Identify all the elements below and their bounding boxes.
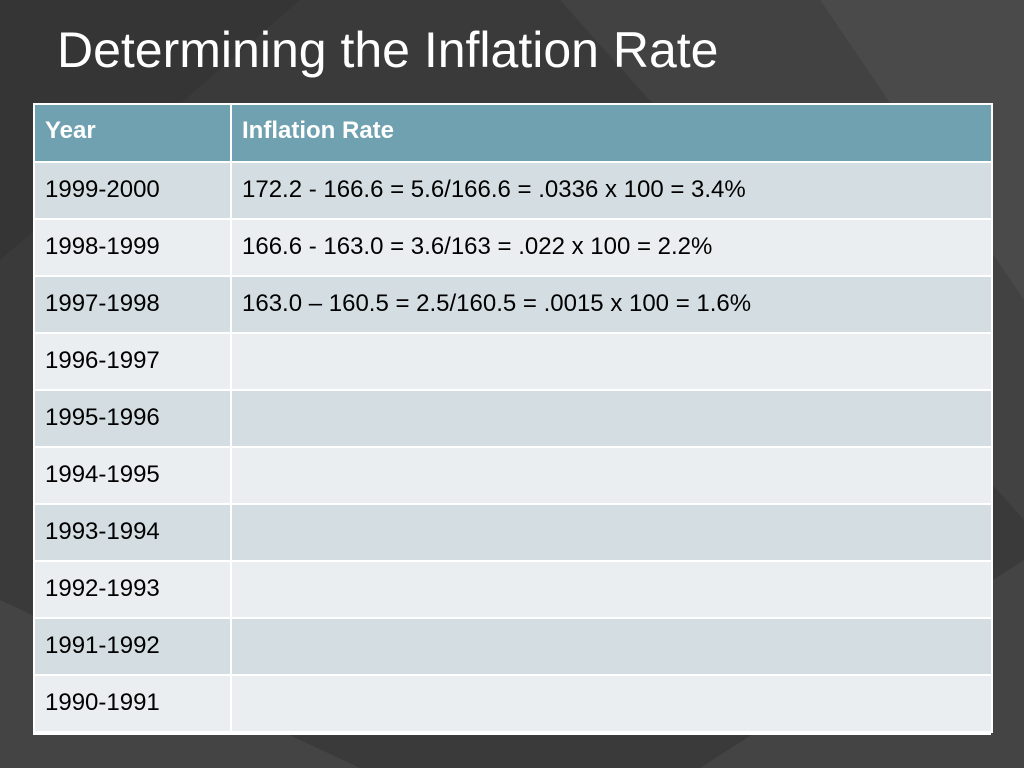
column-header-inflation-rate: Inflation Rate xyxy=(230,103,993,163)
inflation-rate-cell xyxy=(230,332,993,391)
year-cell: 1992-1993 xyxy=(33,560,232,619)
inflation-rate-cell: 172.2 - 166.6 = 5.6/166.6 = .0336 x 100 … xyxy=(230,161,993,220)
table-row: 1996-1997 xyxy=(33,332,993,391)
table-row: 1992-1993 xyxy=(33,560,993,619)
table-header-row: Year Inflation Rate xyxy=(33,103,993,163)
year-cell: 1996-1997 xyxy=(33,332,232,391)
table-row: 1997-1998 163.0 – 160.5 = 2.5/160.5 = .0… xyxy=(33,275,993,334)
table-row: 1993-1994 xyxy=(33,503,993,562)
table-row: 1998-1999 166.6 - 163.0 = 3.6/163 = .022… xyxy=(33,218,993,277)
inflation-rate-cell xyxy=(230,389,993,448)
year-cell: 1990-1991 xyxy=(33,674,232,733)
inflation-rate-cell: 163.0 – 160.5 = 2.5/160.5 = .0015 x 100 … xyxy=(230,275,993,334)
year-cell: 1999-2000 xyxy=(33,161,232,220)
year-cell: 1995-1996 xyxy=(33,389,232,448)
column-header-year: Year xyxy=(33,103,232,163)
year-cell: 1994-1995 xyxy=(33,446,232,505)
inflation-table: Year Inflation Rate 1999-2000 172.2 - 16… xyxy=(33,103,993,735)
inflation-rate-cell: 166.6 - 163.0 = 3.6/163 = .022 x 100 = 2… xyxy=(230,218,993,277)
table-row: 1990-1991 xyxy=(33,674,993,733)
inflation-rate-cell xyxy=(230,503,993,562)
inflation-rate-cell xyxy=(230,617,993,676)
inflation-rate-cell xyxy=(230,560,993,619)
table-row: 1991-1992 xyxy=(33,617,993,676)
inflation-rate-cell xyxy=(230,446,993,505)
year-cell: 1991-1992 xyxy=(33,617,232,676)
year-cell: 1993-1994 xyxy=(33,503,232,562)
table-row: 1994-1995 xyxy=(33,446,993,505)
year-cell: 1998-1999 xyxy=(33,218,232,277)
page-title: Determining the Inflation Rate xyxy=(57,22,719,78)
table-row: 1995-1996 xyxy=(33,389,993,448)
inflation-rate-cell xyxy=(230,674,993,733)
year-cell: 1997-1998 xyxy=(33,275,232,334)
table-row: 1999-2000 172.2 - 166.6 = 5.6/166.6 = .0… xyxy=(33,161,993,220)
